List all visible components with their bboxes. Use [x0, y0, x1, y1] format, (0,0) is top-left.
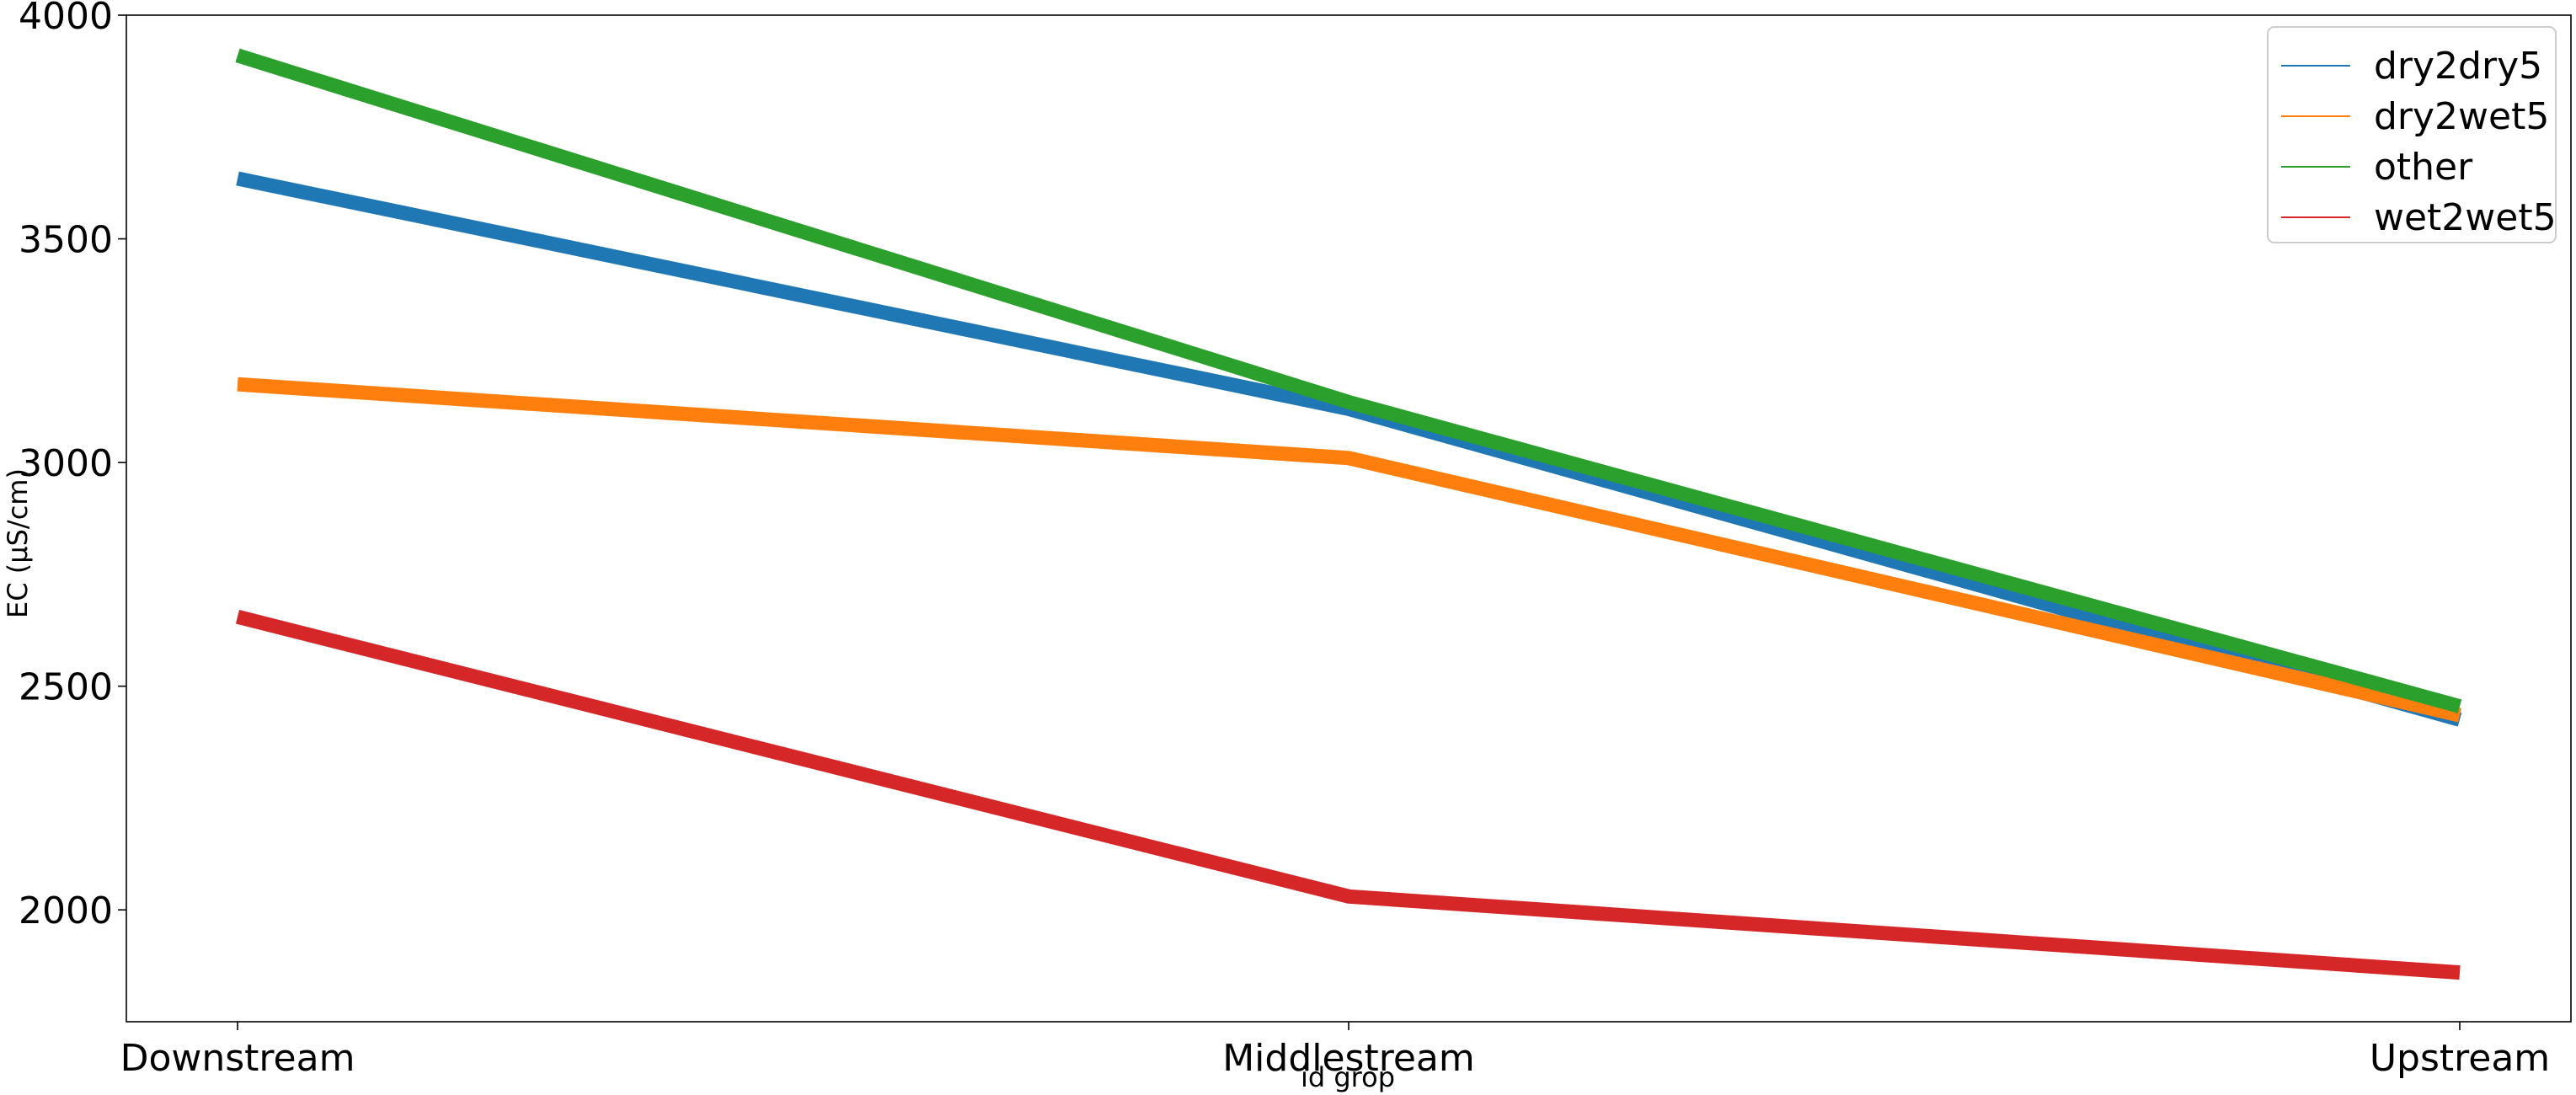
- legend-label-wet2wet5: wet2wet5: [2374, 196, 2557, 239]
- y-axis-title: EC (µS/cm): [2, 468, 34, 618]
- x-tick-label: Middlestream: [1222, 1037, 1475, 1080]
- plot-area: [235, 48, 2462, 980]
- legend-label-other: other: [2374, 146, 2473, 189]
- x-tick-label: Upstream: [2370, 1037, 2550, 1080]
- axes-frame: [126, 14, 2572, 1023]
- axes: 2000 2500 3000 3500 4000 Downstream Middlestre…: [19, 0, 2572, 1080]
- legend: dry2dry5 dry2wet5 other wet2wet5: [2267, 26, 2557, 243]
- series-line-other: [235, 48, 2462, 713]
- y-tick-label: 2500: [19, 666, 113, 709]
- y-tick-label: 2000: [19, 889, 113, 932]
- series-line-wet2wet5: [235, 610, 2461, 980]
- x-axis-title: id grop: [1301, 1061, 1395, 1093]
- y-tick-label: 4000: [19, 0, 113, 38]
- x-tick-label: Downstream: [120, 1037, 355, 1080]
- legend-label-dry2dry5: dry2dry5: [2374, 45, 2542, 88]
- legend-box: [2267, 26, 2557, 243]
- y-tick-label: 3500: [19, 219, 113, 262]
- series-line-dry2wet5: [237, 377, 2461, 723]
- legend-label-dry2wet5: dry2wet5: [2374, 95, 2549, 138]
- y-tick-label: 3000: [19, 442, 113, 485]
